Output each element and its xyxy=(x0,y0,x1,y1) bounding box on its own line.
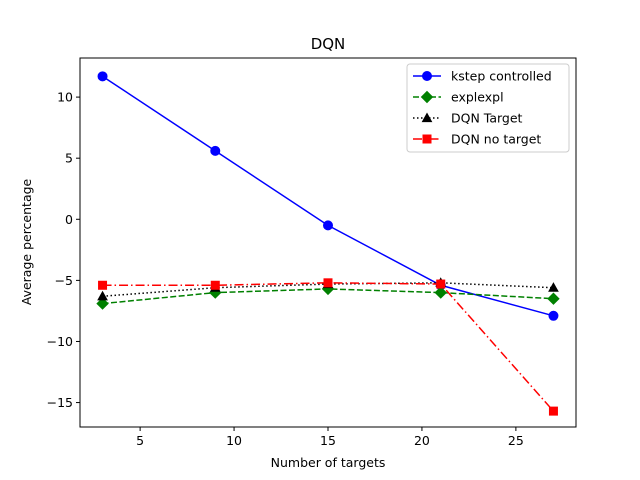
legend-label: kstep controlled xyxy=(451,69,552,84)
data-point xyxy=(548,282,559,292)
chart-title: DQN xyxy=(311,35,346,53)
legend-label: explexpl xyxy=(451,90,504,105)
legend-marker xyxy=(422,134,432,144)
legend-marker xyxy=(420,90,434,104)
y-tick-label: −5 xyxy=(55,273,73,288)
series-line xyxy=(102,282,554,298)
legend-label: DQN no target xyxy=(451,132,541,147)
legend-entry: kstep controlled xyxy=(413,69,552,84)
y-axis-label: Average percentage xyxy=(19,178,34,305)
legend-marker xyxy=(421,112,433,123)
data-point xyxy=(548,310,559,321)
y-tick-label: 5 xyxy=(65,151,73,166)
legend-box xyxy=(406,63,570,153)
data-point xyxy=(434,286,447,299)
y-tick-label: 0 xyxy=(65,212,73,227)
legend-entry: explexpl xyxy=(413,90,504,105)
data-point xyxy=(323,278,333,288)
data-point xyxy=(210,280,220,290)
series-line xyxy=(102,282,555,412)
x-tick-label: 10 xyxy=(226,433,242,448)
series-dqn-no-target xyxy=(98,278,558,416)
y-tick-label: −15 xyxy=(47,395,73,410)
data-point xyxy=(323,220,333,231)
data-point xyxy=(96,297,109,310)
y-tick-label: −10 xyxy=(47,334,73,349)
data-point xyxy=(210,145,221,156)
legend-label: DQN Target xyxy=(451,111,523,126)
axis-ticks: 5 10 15 20 25 10 5 0 −5 −10 −15 xyxy=(47,90,524,448)
x-tick-label: 15 xyxy=(320,433,336,448)
legend-marker xyxy=(422,71,432,81)
legend: kstep controlled explexpl DQN Target DQN no… xyxy=(406,63,570,153)
data-point xyxy=(98,280,108,290)
data-point xyxy=(547,292,560,305)
legend-entry: DQN Target xyxy=(413,111,523,126)
data-point xyxy=(97,71,108,82)
plot-area xyxy=(96,71,560,416)
axes-frame xyxy=(79,57,577,428)
y-tick-label: 10 xyxy=(57,90,73,105)
data-point xyxy=(436,279,446,289)
x-tick-label: 25 xyxy=(508,433,524,448)
x-tick-label: 20 xyxy=(414,433,430,448)
x-tick-label: 5 xyxy=(136,433,144,448)
x-axis-label: Number of targets xyxy=(271,455,386,470)
data-point xyxy=(97,290,108,301)
data-point xyxy=(548,406,558,416)
legend-entry: DQN no target xyxy=(413,132,541,147)
